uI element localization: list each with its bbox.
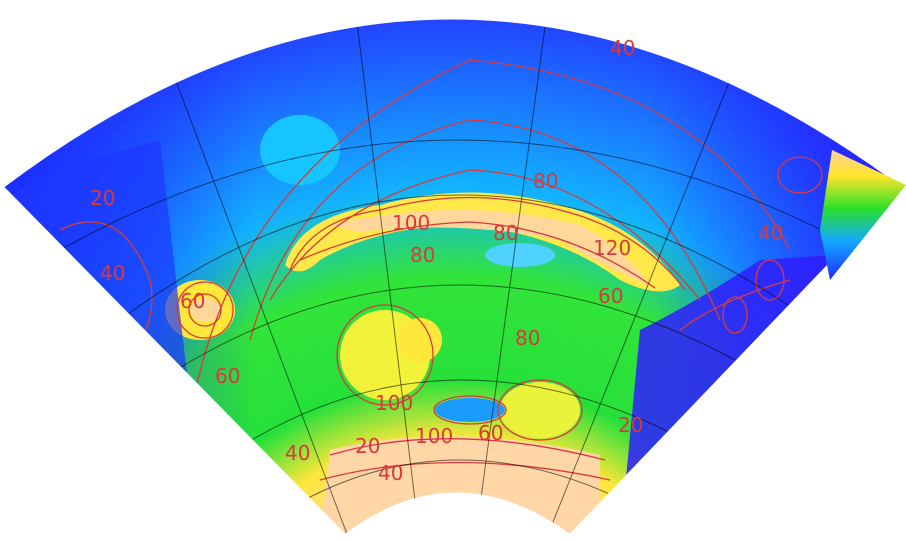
contour-label: 100: [415, 424, 453, 448]
color-legend: [820, 150, 906, 280]
contour-label: 60: [215, 364, 240, 388]
contour-label: 20: [355, 434, 380, 458]
contour-label: 80: [493, 221, 518, 245]
contour-label-layer: 20 40 40 60 60 80 80 80 80 100 100 120 6…: [90, 36, 783, 485]
contour-label: 100: [375, 391, 413, 415]
contour-label: 40: [100, 261, 125, 285]
contour-label: 80: [515, 326, 540, 350]
contour-label: 20: [90, 186, 115, 210]
contour-label: 60: [180, 289, 205, 313]
contour-label: 20: [618, 413, 643, 437]
contour-label: 80: [533, 169, 558, 193]
contour-label: 40: [758, 221, 783, 245]
contour-label: 120: [593, 236, 631, 260]
contour-label: 40: [610, 36, 635, 60]
graticule: [59, 18, 861, 535]
map-outline: [1, 17, 905, 537]
contour-lines: [59, 59, 823, 481]
contour-label: 80: [410, 243, 435, 267]
contour-label: 60: [598, 284, 623, 308]
contour-label: 60: [478, 421, 503, 445]
contour-label: 100: [392, 211, 430, 235]
contour-label: 40: [285, 441, 310, 465]
contour-label: 40: [378, 461, 403, 485]
